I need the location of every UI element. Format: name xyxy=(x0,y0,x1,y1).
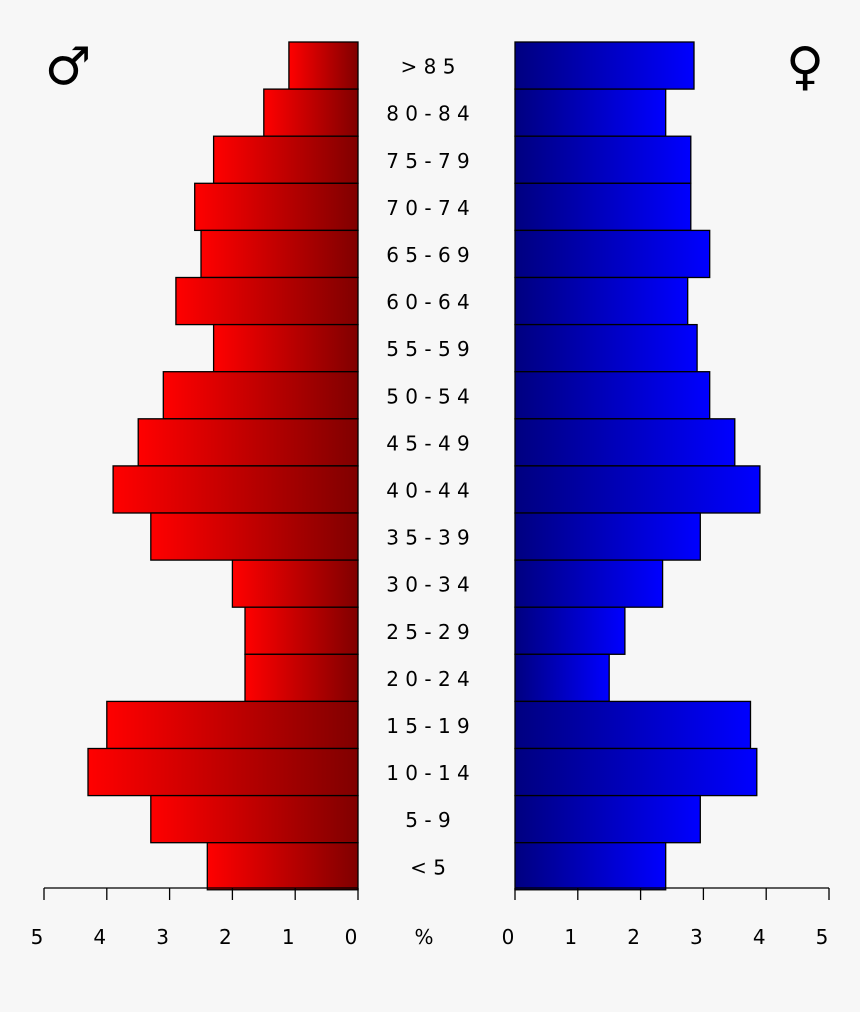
male-bar-25-29 xyxy=(244,606,359,655)
female-tick-label-4: 4 xyxy=(753,925,766,949)
female-tick-label-2: 2 xyxy=(627,925,640,949)
female-bar-15-19 xyxy=(514,700,752,750)
female-bar-70-74 xyxy=(514,182,692,232)
male-bar-45-49 xyxy=(137,418,359,467)
female-bar-25-29 xyxy=(514,606,626,655)
age-label-30-34: 3 0 - 3 4 xyxy=(386,573,470,597)
age-label-<5: < 5 xyxy=(410,855,446,879)
male-bar-5-9 xyxy=(150,794,359,844)
female-tick-label-0: 0 xyxy=(502,925,515,949)
female-tick-label-5: 5 xyxy=(816,925,829,949)
female-bar-45-49 xyxy=(514,418,736,467)
male-symbol-icon: ♂ xyxy=(45,37,92,97)
male-bar-30-34 xyxy=(231,559,359,608)
age-label-60-64: 6 0 - 6 4 xyxy=(386,290,470,314)
male-bar-<5 xyxy=(206,842,359,891)
age-label-25-29: 2 5 - 2 9 xyxy=(386,620,470,644)
age-label->85: > 8 5 xyxy=(401,55,456,79)
age-label-35-39: 3 5 - 3 9 xyxy=(386,526,470,550)
female-bar-80-84 xyxy=(514,88,667,137)
male-bar-80-84 xyxy=(263,88,359,137)
male-bar-10-14 xyxy=(87,747,359,797)
male-bar-35-39 xyxy=(150,512,359,561)
male-bar-15-19 xyxy=(106,700,359,750)
male-bar-40-44 xyxy=(112,465,359,514)
female-bar->85 xyxy=(514,41,695,90)
male-bar-50-54 xyxy=(162,371,359,420)
female-bar-55-59 xyxy=(514,323,698,373)
female-bars xyxy=(514,41,761,891)
male-bar-60-64 xyxy=(175,276,359,326)
female-tick-label-3: 3 xyxy=(690,925,703,949)
male-tick-label-3: 3 xyxy=(156,925,169,949)
age-label-10-14: 1 0 - 1 4 xyxy=(386,761,470,785)
age-group-labels: > 8 5 8 0 - 8 4 7 5 - 7 9 7 0 - 7 4 6 5 - 6 … xyxy=(386,55,470,880)
female-tick-label-1: 1 xyxy=(564,925,577,949)
age-label-40-44: 4 0 - 4 4 xyxy=(386,479,470,503)
male-bar-65-69 xyxy=(200,229,359,279)
female-bar-10-14 xyxy=(514,747,758,797)
age-label-50-54: 5 0 - 5 4 xyxy=(386,384,470,408)
male-tick-label-1: 1 xyxy=(282,925,295,949)
male-bar-75-79 xyxy=(212,135,359,184)
male-bars xyxy=(87,41,359,891)
female-bar-75-79 xyxy=(514,135,692,184)
age-label-20-24: 2 0 - 2 4 xyxy=(386,667,470,691)
age-label-80-84: 8 0 - 8 4 xyxy=(386,102,470,126)
male-tick-label-4: 4 xyxy=(93,925,106,949)
age-label-70-74: 7 0 - 7 4 xyxy=(386,196,470,220)
female-bar-<5 xyxy=(514,842,667,891)
female-bar-65-69 xyxy=(514,229,711,279)
male-tick-label-5: 5 xyxy=(31,925,44,949)
age-label-45-49: 4 5 - 4 9 xyxy=(386,431,470,455)
age-label-75-79: 7 5 - 7 9 xyxy=(386,149,470,173)
female-bar-35-39 xyxy=(514,512,701,561)
unit-label: % xyxy=(414,925,433,949)
age-label-65-69: 6 5 - 6 9 xyxy=(386,243,470,267)
x-axes: 0 0 1 1 2 2 3 3 4 4 5 5 xyxy=(31,887,830,949)
female-bar-40-44 xyxy=(514,465,761,514)
male-bar-55-59 xyxy=(212,323,359,373)
female-bar-20-24 xyxy=(514,653,610,703)
male-tick-label-0: 0 xyxy=(345,925,358,949)
female-bar-60-64 xyxy=(514,276,689,326)
male-tick-label-2: 2 xyxy=(219,925,232,949)
female-bar-30-34 xyxy=(514,559,664,608)
age-label-55-59: 5 5 - 5 9 xyxy=(386,337,470,361)
female-bar-50-54 xyxy=(514,371,711,420)
female-symbol-icon: ♀ xyxy=(786,37,824,97)
male-bar->85 xyxy=(288,41,359,90)
female-bar-5-9 xyxy=(514,794,701,844)
age-label-15-19: 1 5 - 1 9 xyxy=(386,714,470,738)
age-label-5-9: 5 - 9 xyxy=(405,808,450,832)
male-bar-20-24 xyxy=(244,653,359,703)
male-bar-70-74 xyxy=(194,182,359,232)
